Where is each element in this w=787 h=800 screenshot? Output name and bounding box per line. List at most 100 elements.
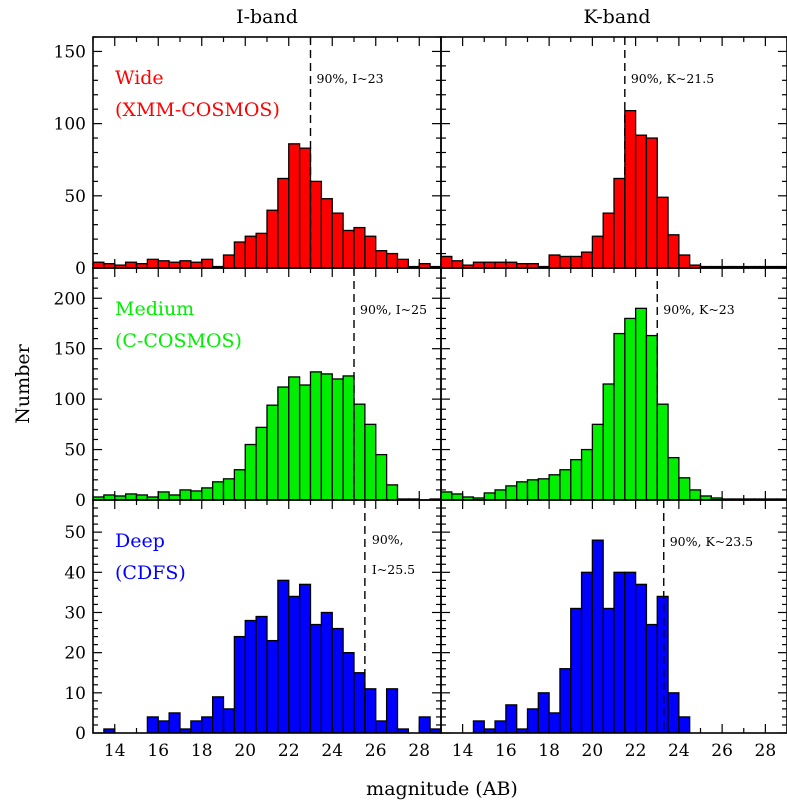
histogram-bar <box>624 317 637 500</box>
histogram-bar <box>441 255 453 268</box>
x-tick-label: 28 <box>755 741 777 761</box>
histogram-bar <box>418 716 431 733</box>
x-tick-label: 18 <box>538 741 560 761</box>
histogram-bar <box>233 469 246 500</box>
histogram-bar <box>353 226 366 268</box>
histogram-bar <box>483 492 496 500</box>
survey-label: (XMM-COSMOS) <box>115 99 280 121</box>
histogram-bar <box>233 635 246 733</box>
histogram-bars <box>441 109 787 268</box>
histogram-bar <box>441 491 453 500</box>
histogram-bar <box>667 234 680 268</box>
histogram-bar <box>559 668 572 733</box>
completeness-limit-label: 90%, I~25 <box>360 302 427 317</box>
histogram-bar <box>168 261 181 268</box>
histogram-bar <box>624 109 637 268</box>
histogram-bar <box>451 493 464 500</box>
histogram-bar <box>624 571 637 733</box>
histogram-bar <box>124 493 138 500</box>
y-tick-label: 30 <box>64 603 86 623</box>
histogram-bar <box>288 376 301 500</box>
histogram-bar <box>429 728 441 733</box>
histogram-bar <box>602 212 615 268</box>
histogram-bar <box>526 708 539 733</box>
histogram-bar <box>288 143 301 268</box>
histogram-bar <box>124 261 138 268</box>
histogram-bar <box>472 261 485 268</box>
histogram-bar <box>494 720 507 733</box>
column-title-i-band: I-band <box>236 6 298 28</box>
histogram-bar <box>353 403 366 500</box>
histogram-bar <box>201 258 214 268</box>
survey-label: Medium <box>115 298 194 320</box>
histogram-bar <box>222 708 236 733</box>
survey-label: Wide <box>115 67 164 89</box>
y-tick-label: 0 <box>75 491 86 511</box>
histogram-bar <box>656 403 669 500</box>
histogram-bar <box>309 623 323 733</box>
x-tick-label: 26 <box>365 741 387 761</box>
x-tick-label: 24 <box>668 741 690 761</box>
histogram-bar <box>526 479 539 500</box>
y-tick-label: 50 <box>64 187 86 207</box>
histogram-bar <box>309 371 323 500</box>
survey-label: (C-COSMOS) <box>115 330 242 352</box>
histogram-bar <box>634 583 648 733</box>
histogram-bar <box>364 423 377 500</box>
histogram-bar <box>580 448 594 500</box>
x-tick-label: 16 <box>147 741 169 761</box>
histogram-bar <box>494 261 507 268</box>
completeness-limit-label: 90%, K~23.5 <box>670 534 753 549</box>
histogram-bar <box>505 704 518 733</box>
histogram-bar <box>364 688 377 733</box>
histogram-bar <box>570 459 583 500</box>
histogram-bar <box>634 307 648 500</box>
x-tick-label: 24 <box>321 741 343 761</box>
histogram-bar <box>244 235 257 268</box>
histogram-bar <box>548 254 561 268</box>
histogram-bar <box>570 255 583 268</box>
histogram-bar <box>570 607 583 733</box>
y-tick-label: 150 <box>54 42 86 62</box>
histogram-bar <box>472 720 485 733</box>
histogram-bar <box>179 260 192 268</box>
histogram-bar <box>277 177 290 268</box>
survey-label: (CDFS) <box>115 562 186 584</box>
histogram-bar <box>451 260 464 268</box>
histogram-bar <box>255 615 268 733</box>
histogram-bar <box>320 198 333 268</box>
histogram-bar <box>613 177 626 268</box>
histogram-bar <box>678 716 691 733</box>
histogram-bar <box>255 232 268 268</box>
y-tick-label: 0 <box>75 259 86 279</box>
histogram-bars <box>103 579 441 733</box>
histogram-bar <box>157 260 170 268</box>
completeness-limit-label: 90%, I~23 <box>317 71 384 86</box>
completeness-limit-label: 90%, K~23 <box>663 302 734 317</box>
histogram-bar <box>168 712 181 733</box>
x-tick-label: 14 <box>104 741 126 761</box>
histogram-bar <box>288 595 301 733</box>
histogram-bar <box>559 255 572 268</box>
y-tick-label: 150 <box>54 340 86 360</box>
panel-wide-i-band: 0 50 100 150 90%, I~23 Wide (XMM-COSMOS) <box>54 36 442 279</box>
completeness-limit-label: 90%, K~21.5 <box>631 71 714 86</box>
histogram-bar <box>298 583 312 733</box>
histogram-bar <box>689 489 702 500</box>
histogram-bar <box>591 235 604 268</box>
histogram-bar <box>320 611 333 733</box>
histogram-bar <box>201 716 214 733</box>
histogram-bar <box>591 539 604 733</box>
histogram-bar <box>667 456 680 500</box>
histogram-bar <box>645 137 658 268</box>
histogram-bar <box>146 258 159 268</box>
completeness-limit-label: 90%, <box>372 532 404 547</box>
histogram-bar <box>201 487 214 500</box>
histogram-bar <box>678 477 691 500</box>
histogram-bar <box>494 489 507 500</box>
histogram-bar <box>537 478 550 500</box>
histogram-bar <box>277 579 290 733</box>
histogram-bar <box>385 252 399 268</box>
